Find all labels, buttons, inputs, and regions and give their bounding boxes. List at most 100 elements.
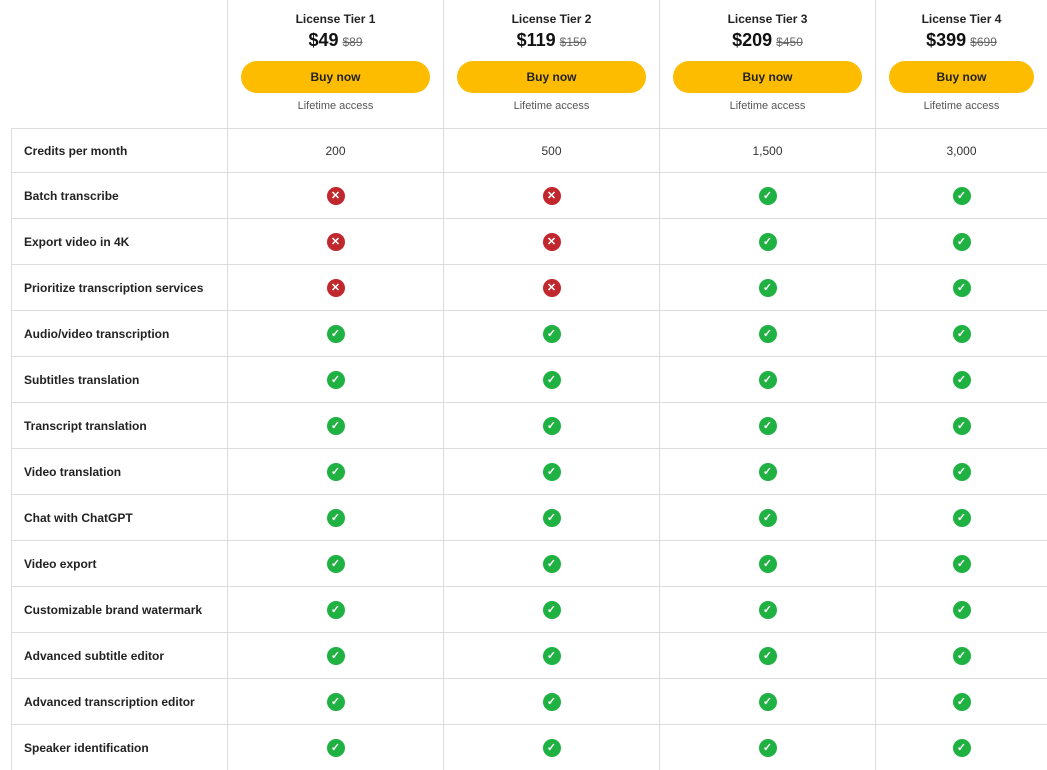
feature-row: Chat with ChatGPT ✓ ✓ ✓ ✓ (11, 494, 1047, 540)
check-icon: ✓ (326, 462, 345, 481)
feature-row: Customizable brand watermark ✓ ✓ ✓ ✓ (11, 586, 1047, 632)
tier-column-4: License Tier 4 $399 $699 Buy now Lifetime… (875, 0, 1047, 128)
feature-cell: ✓ (875, 219, 1047, 264)
tier-column-2: License Tier 2 $119 $150 Buy now Lifetime… (443, 0, 659, 128)
cross-icon: ✕ (542, 186, 561, 205)
feature-cell: ✓ (875, 679, 1047, 724)
check-icon: ✓ (326, 508, 345, 527)
feature-row: Subtitles translation ✓ ✓ ✓ ✓ (11, 356, 1047, 402)
check-icon: ✓ (326, 646, 345, 665)
feature-row: Export video in 4K ✕ ✕ ✓ ✓ (11, 218, 1047, 264)
feature-label: Audio/video transcription (11, 311, 227, 356)
feature-cell: ✓ (443, 725, 659, 770)
feature-row: Transcript translation ✓ ✓ ✓ ✓ (11, 402, 1047, 448)
tier-price: $49 $89 (228, 30, 443, 51)
feature-row: Advanced subtitle editor ✓ ✓ ✓ ✓ (11, 632, 1047, 678)
feature-cell: ✓ (659, 587, 875, 632)
check-icon: ✓ (326, 370, 345, 389)
check-icon: ✓ (326, 692, 345, 711)
feature-row: Audio/video transcription ✓ ✓ ✓ ✓ (11, 310, 1047, 356)
feature-label: Advanced transcription editor (11, 679, 227, 724)
tier-price: $119 $150 (444, 30, 659, 51)
check-icon: ✓ (758, 646, 777, 665)
feature-cell: ✓ (443, 449, 659, 494)
feature-cell: ✓ (659, 495, 875, 540)
check-icon: ✓ (542, 692, 561, 711)
check-icon: ✓ (952, 646, 971, 665)
check-icon: ✓ (952, 232, 971, 251)
check-icon: ✓ (952, 462, 971, 481)
header-spacer (11, 0, 227, 128)
feature-row: Video translation ✓ ✓ ✓ ✓ (11, 448, 1047, 494)
current-price: $209 (732, 30, 773, 50)
cross-icon: ✕ (542, 232, 561, 251)
cross-icon: ✕ (326, 232, 345, 251)
check-icon: ✓ (542, 462, 561, 481)
feature-label: Customizable brand watermark (11, 587, 227, 632)
feature-row: Advanced transcription editor ✓ ✓ ✓ ✓ (11, 678, 1047, 724)
original-price: $150 (559, 35, 587, 49)
feature-cell: ✕ (443, 173, 659, 218)
check-icon: ✓ (952, 508, 971, 527)
feature-cell: ✕ (227, 265, 443, 310)
feature-cell: ✓ (443, 633, 659, 678)
feature-cell: ✓ (227, 679, 443, 724)
check-icon: ✓ (542, 600, 561, 619)
feature-row: Batch transcribe ✕ ✕ ✓ ✓ (11, 172, 1047, 218)
feature-cell: ✓ (875, 587, 1047, 632)
check-icon: ✓ (542, 646, 561, 665)
check-icon: ✓ (542, 324, 561, 343)
feature-cell: ✓ (659, 311, 875, 356)
lifetime-access-note: Lifetime access (297, 100, 374, 112)
credits-value: 200 (227, 129, 443, 172)
feature-cell: ✓ (659, 679, 875, 724)
check-icon: ✓ (758, 232, 777, 251)
feature-row: Prioritize transcription services ✕ ✕ ✓ ✓ (11, 264, 1047, 310)
buy-now-button[interactable]: Buy now (889, 61, 1034, 93)
tier-name: License Tier 1 (295, 12, 376, 26)
original-price: $450 (776, 35, 803, 49)
check-icon: ✓ (758, 370, 777, 389)
feature-cell: ✕ (443, 219, 659, 264)
feature-cell: ✓ (659, 541, 875, 586)
tier-header-row: License Tier 1 $49 $89 Buy now Lifetime a… (11, 0, 1047, 128)
lifetime-access-note: Lifetime access (513, 100, 590, 112)
feature-row: Speaker identification ✓ ✓ ✓ ✓ (11, 724, 1047, 770)
feature-cell: ✓ (227, 357, 443, 402)
check-icon: ✓ (758, 278, 777, 297)
feature-cell: ✓ (875, 725, 1047, 770)
feature-label: Transcript translation (11, 403, 227, 448)
feature-cell: ✓ (875, 449, 1047, 494)
check-icon: ✓ (326, 738, 345, 757)
check-icon: ✓ (542, 508, 561, 527)
feature-cell: ✓ (875, 541, 1047, 586)
tier-name: License Tier 4 (921, 12, 1002, 26)
feature-cell: ✓ (227, 311, 443, 356)
feature-label: Speaker identification (11, 725, 227, 770)
original-price: $89 (342, 35, 363, 49)
feature-cell: ✓ (227, 449, 443, 494)
feature-cell: ✓ (659, 357, 875, 402)
feature-cell: ✓ (659, 265, 875, 310)
buy-now-button[interactable]: Buy now (673, 61, 862, 93)
tier-column-3: License Tier 3 $209 $450 Buy now Lifetime… (659, 0, 875, 128)
feature-cell: ✓ (659, 173, 875, 218)
check-icon: ✓ (758, 186, 777, 205)
check-icon: ✓ (758, 324, 777, 343)
lifetime-access-note: Lifetime access (923, 100, 1000, 112)
feature-cell: ✓ (875, 173, 1047, 218)
buy-now-button[interactable]: Buy now (241, 61, 430, 93)
check-icon: ✓ (326, 554, 345, 573)
feature-cell: ✓ (443, 311, 659, 356)
current-price: $399 (926, 30, 967, 50)
feature-label: Export video in 4K (11, 219, 227, 264)
feature-cell: ✕ (227, 173, 443, 218)
feature-label: Prioritize transcription services (11, 265, 227, 310)
buy-now-button[interactable]: Buy now (457, 61, 646, 93)
check-icon: ✓ (758, 508, 777, 527)
feature-cell: ✓ (875, 357, 1047, 402)
tier-column-1: License Tier 1 $49 $89 Buy now Lifetime a… (227, 0, 443, 128)
feature-cell: ✓ (875, 495, 1047, 540)
check-icon: ✓ (542, 416, 561, 435)
feature-cell: ✓ (875, 265, 1047, 310)
